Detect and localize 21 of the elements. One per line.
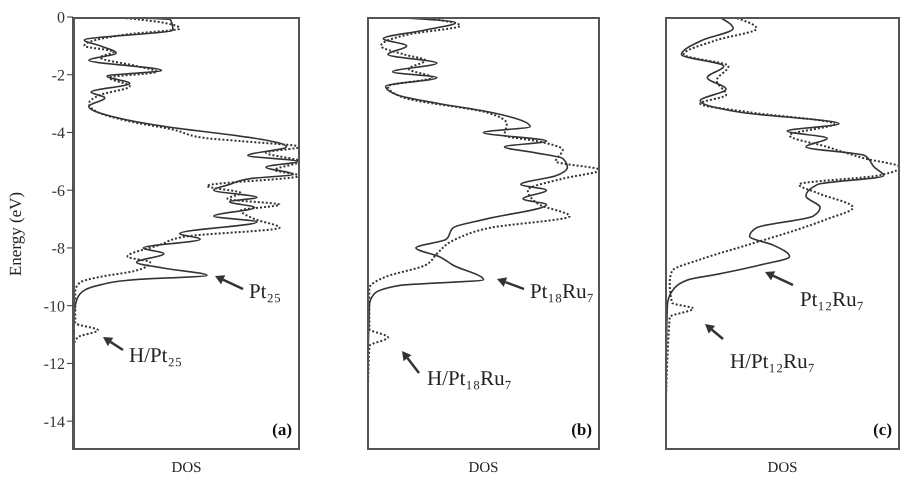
annotation: H/Pt₁₂Ru₇	[730, 349, 815, 374]
annotation: Pt₂₅	[249, 279, 282, 304]
y-axis-title: Energy (eV)	[6, 191, 26, 276]
y-tick-label: -14	[44, 414, 65, 431]
annotation: (c)	[873, 420, 892, 440]
x-axis-title: DOS	[170, 460, 202, 477]
annotation: Pt₁₈Ru₇	[530, 279, 594, 304]
x-axis-title: DOS	[467, 460, 500, 477]
annotation: (a)	[272, 420, 292, 440]
annotation: H/Pt₂₅	[129, 343, 182, 368]
y-tick-label: -12	[44, 356, 65, 374]
y-tick-label: -4	[52, 125, 65, 142]
y-tick-label: -8	[52, 240, 65, 258]
y-tick-label: -10	[44, 298, 65, 316]
x-axis-title: DOS	[766, 460, 798, 477]
annotation: Pt₁₂Ru₇	[800, 287, 864, 312]
y-tick-label: -6	[52, 182, 65, 200]
annotation: H/Pt₁₈Ru₇	[427, 366, 512, 391]
y-tick-label: -2	[52, 67, 65, 84]
y-tick-label: 0	[57, 10, 65, 27]
annotation: (b)	[571, 420, 592, 440]
